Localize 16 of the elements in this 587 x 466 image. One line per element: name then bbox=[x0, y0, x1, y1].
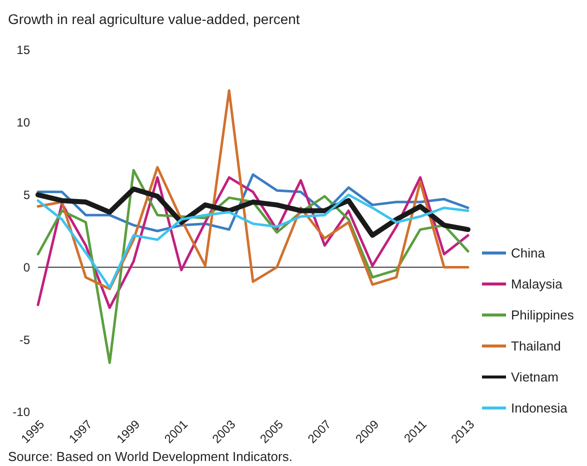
y-tick-label: 15 bbox=[16, 43, 30, 58]
y-tick-label: 10 bbox=[16, 116, 30, 130]
y-tick-label: 5 bbox=[23, 188, 30, 202]
legend-label: Thailand bbox=[511, 338, 561, 354]
legend-label: Indonesia bbox=[511, 400, 568, 416]
source-note: Source: Based on World Development Indicators. bbox=[8, 449, 292, 464]
line-series bbox=[36, 89, 470, 290]
y-tick-label: -5 bbox=[19, 332, 30, 347]
legend-label: Philippines bbox=[511, 308, 574, 323]
chart-title: Growth in real agriculture value-added, percent bbox=[8, 11, 300, 27]
legend-label: Malaysia bbox=[511, 276, 564, 292]
y-tick-label: 0 bbox=[23, 260, 30, 274]
y-tick-label: -10 bbox=[12, 405, 30, 420]
legend-label: China bbox=[511, 246, 546, 261]
legend-label: Vietnam bbox=[511, 370, 558, 385]
line-series bbox=[36, 194, 470, 289]
